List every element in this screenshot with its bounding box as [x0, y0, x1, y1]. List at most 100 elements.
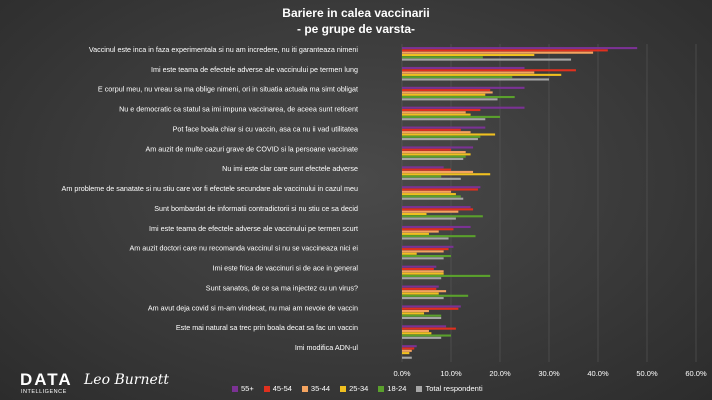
bar: [402, 157, 464, 161]
bar: [402, 111, 466, 114]
category-label: Am auzit de multe cazuri grave de COVID …: [145, 144, 358, 153]
x-tick-label: 50.0%: [636, 369, 658, 378]
bar: [402, 245, 454, 248]
x-axis-tick-labels: 0.0% 10.0% 20.0% 30.0% 40.0% 50.0% 60.0%: [393, 369, 707, 378]
legend-item: 18-24: [378, 384, 406, 393]
bar: [402, 190, 451, 193]
bar: [402, 118, 486, 121]
bar: [402, 138, 478, 141]
bar: [402, 78, 549, 81]
bar: [402, 212, 427, 216]
category-label: Nu e democratic ca statul sa imi impuna …: [119, 105, 358, 114]
chart-title: Bariere in calea vaccinarii: [282, 6, 430, 20]
bar: [402, 225, 471, 229]
bar: [402, 265, 437, 268]
bar: [402, 86, 525, 89]
bar: [402, 230, 439, 233]
bar: [402, 356, 412, 359]
bar: [402, 151, 466, 154]
legend-label: 25-34: [349, 384, 369, 393]
bar: [402, 274, 491, 277]
legend-item: 55+: [232, 384, 254, 393]
bar: [402, 73, 562, 76]
bar: [402, 133, 496, 136]
bar: [402, 208, 474, 211]
bar: [402, 93, 486, 96]
legend-item: 45-54: [263, 384, 292, 393]
bar: [402, 148, 451, 151]
bar: [402, 327, 456, 330]
bar: [402, 66, 525, 70]
bar: [402, 95, 515, 99]
bar: [402, 325, 447, 328]
category-label: Imi este teama de efectele adverse ale v…: [149, 224, 358, 233]
legend-label: 45-54: [272, 384, 292, 393]
bar: [402, 128, 461, 131]
bar: [402, 71, 535, 74]
x-tick-label: 40.0%: [587, 369, 609, 378]
bar: [402, 277, 442, 280]
bar: [402, 235, 476, 238]
bar: [402, 131, 471, 134]
legend-label: Total respondenti: [425, 384, 483, 393]
bar: [402, 153, 471, 156]
bar: [402, 69, 576, 72]
bar: [402, 195, 461, 198]
logo-data-text: DATA: [20, 370, 73, 389]
legend-swatch: [301, 385, 308, 392]
bar: [402, 347, 415, 350]
bar: [402, 345, 417, 348]
bar: [402, 352, 410, 355]
category-label: Imi este frica de vaccinuri si de ace in…: [213, 264, 359, 273]
legend-item: 25-34: [340, 384, 368, 393]
bar: [402, 336, 442, 339]
x-tick-label: 60.0%: [685, 369, 707, 378]
bar: [402, 254, 451, 258]
category-label: Imi modifica ADN-ul: [295, 343, 359, 352]
bar: [402, 285, 439, 288]
category-label: Imi este teama de efectele adverse ale v…: [151, 65, 358, 74]
category-label: Vaccinul este inca in faza experimentala…: [89, 45, 359, 54]
legend-label: 35-44: [310, 384, 331, 393]
legend-swatch: [232, 385, 238, 392]
legend-swatch: [416, 385, 423, 392]
legend-label: 55+: [241, 384, 254, 393]
bar: [402, 89, 491, 92]
category-label: E corpul meu, nu vreau sa ma oblige nime…: [98, 85, 358, 94]
bar: [402, 267, 434, 271]
bar: [402, 316, 442, 320]
category-label: Sunt bombardat de informatii contradicto…: [154, 204, 358, 213]
category-labels: Vaccinul este inca in faza experimentala…: [62, 45, 359, 352]
chart-subtitle: - pe grupe de varsta-: [296, 22, 416, 36]
bar: [402, 334, 451, 337]
bar: [402, 294, 469, 297]
category-label: Am auzit doctori care nu recomanda vacci…: [129, 244, 358, 253]
bar: [402, 252, 417, 255]
category-label: Am avut deja covid si m-am vindecat, nu …: [148, 303, 358, 312]
bar: [402, 312, 425, 315]
legend-label: 18-24: [387, 384, 407, 393]
bar: [402, 329, 429, 332]
bar: [402, 173, 491, 176]
bar: [402, 332, 432, 335]
logo-signature: Leo Burnett: [84, 372, 170, 388]
bar: [402, 307, 459, 310]
x-tick-label: 10.0%: [440, 369, 462, 378]
bar: [402, 91, 493, 94]
bar: [402, 215, 483, 218]
logo-intelligence-text: INTELLIGENCE: [21, 389, 67, 395]
bars: [402, 47, 638, 359]
bar: [402, 47, 638, 50]
bar: [402, 146, 474, 149]
bar: [402, 166, 444, 169]
legend-swatch: [340, 385, 347, 392]
bar: [402, 349, 412, 352]
bar: [402, 217, 456, 220]
legend-item: Total respondenti: [416, 384, 483, 393]
category-label: Pot face boala chiar si cu vaccin, asa c…: [173, 124, 358, 133]
bar: [402, 210, 459, 213]
bar: [402, 193, 456, 196]
category-label: Sunt sanatos, de ce sa ma injectez cu un…: [206, 283, 358, 292]
bar: [402, 292, 439, 295]
